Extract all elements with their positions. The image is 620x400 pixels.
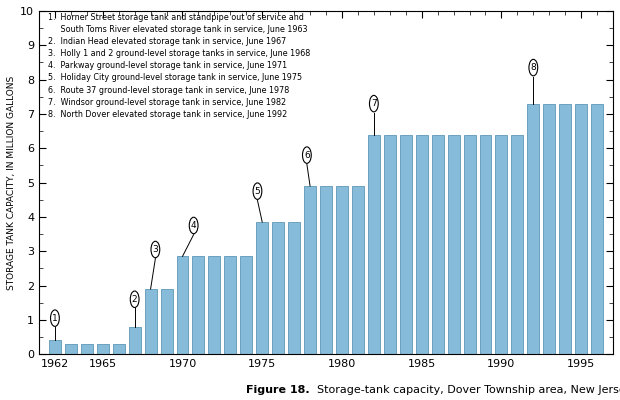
- Bar: [559, 104, 571, 354]
- Text: 3: 3: [153, 245, 158, 254]
- Bar: [320, 186, 332, 354]
- Bar: [512, 134, 523, 354]
- Bar: [543, 104, 556, 354]
- Text: 4: 4: [191, 221, 197, 230]
- Bar: [528, 104, 539, 354]
- Text: 7: 7: [371, 99, 377, 108]
- Text: 6: 6: [304, 151, 310, 160]
- Bar: [177, 256, 188, 354]
- Bar: [144, 289, 157, 354]
- Ellipse shape: [51, 310, 60, 326]
- Bar: [368, 134, 380, 354]
- Bar: [416, 134, 428, 354]
- Bar: [400, 134, 412, 354]
- Bar: [464, 134, 476, 354]
- Text: 2: 2: [132, 295, 138, 304]
- Text: 8: 8: [531, 63, 536, 72]
- Bar: [479, 134, 492, 354]
- Bar: [336, 186, 348, 354]
- Bar: [304, 186, 316, 354]
- Bar: [129, 327, 141, 354]
- Bar: [65, 344, 77, 354]
- Ellipse shape: [151, 241, 160, 258]
- Ellipse shape: [189, 217, 198, 234]
- Bar: [591, 104, 603, 354]
- Bar: [256, 222, 268, 354]
- Bar: [81, 344, 93, 354]
- Bar: [384, 134, 396, 354]
- Bar: [192, 256, 205, 354]
- Bar: [272, 222, 284, 354]
- Ellipse shape: [529, 59, 538, 76]
- Bar: [241, 256, 252, 354]
- Ellipse shape: [370, 95, 378, 112]
- Text: 5: 5: [255, 187, 260, 196]
- Text: Figure 18.: Figure 18.: [246, 385, 310, 395]
- Bar: [495, 134, 507, 354]
- Bar: [208, 256, 220, 354]
- Bar: [432, 134, 444, 354]
- Y-axis label: STORAGE TANK CAPACITY, IN MILLION GALLONS: STORAGE TANK CAPACITY, IN MILLION GALLON…: [7, 76, 16, 290]
- Ellipse shape: [130, 291, 139, 308]
- Text: 1: 1: [52, 314, 58, 323]
- Bar: [224, 256, 236, 354]
- Ellipse shape: [303, 147, 311, 163]
- Text: 1.  Horner Street storage tank and standpipe out of service and
     South Toms : 1. Horner Street storage tank and standp…: [48, 13, 310, 119]
- Ellipse shape: [253, 183, 262, 199]
- Text: Storage-tank capacity, Dover Township area, New Jersey, 1962–96.: Storage-tank capacity, Dover Township ar…: [310, 385, 620, 395]
- Bar: [288, 222, 300, 354]
- Bar: [161, 289, 172, 354]
- Bar: [49, 340, 61, 354]
- Bar: [575, 104, 587, 354]
- Bar: [97, 344, 108, 354]
- Bar: [448, 134, 459, 354]
- Bar: [352, 186, 364, 354]
- Bar: [113, 344, 125, 354]
